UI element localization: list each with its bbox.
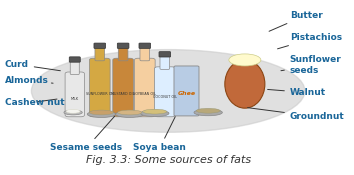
- FancyBboxPatch shape: [94, 43, 105, 48]
- Text: Groundnut: Groundnut: [247, 108, 345, 121]
- FancyBboxPatch shape: [113, 58, 133, 117]
- Ellipse shape: [32, 50, 305, 132]
- FancyBboxPatch shape: [95, 47, 104, 61]
- Ellipse shape: [196, 108, 220, 113]
- Text: Ghee: Ghee: [177, 91, 195, 96]
- Ellipse shape: [118, 110, 142, 115]
- FancyBboxPatch shape: [70, 61, 79, 75]
- FancyBboxPatch shape: [159, 52, 171, 57]
- Ellipse shape: [229, 54, 261, 66]
- Text: SUNFLOWER OIL: SUNFLOWER OIL: [86, 92, 114, 96]
- Ellipse shape: [87, 111, 116, 117]
- FancyBboxPatch shape: [118, 47, 128, 61]
- Text: Cashew nut: Cashew nut: [5, 98, 64, 107]
- Text: MUSTARD OIL: MUSTARD OIL: [112, 92, 135, 96]
- Ellipse shape: [64, 110, 82, 115]
- Text: Sesame seeds: Sesame seeds: [50, 116, 122, 152]
- Text: Fig. 3.3: Some sources of fats: Fig. 3.3: Some sources of fats: [86, 155, 251, 165]
- Ellipse shape: [225, 60, 265, 108]
- Text: Almonds: Almonds: [5, 76, 53, 85]
- Ellipse shape: [141, 110, 169, 117]
- Text: Pistachios: Pistachios: [278, 33, 342, 49]
- Text: Walnut: Walnut: [268, 88, 326, 97]
- Text: Sunflower
seeds: Sunflower seeds: [281, 55, 342, 75]
- Ellipse shape: [116, 111, 144, 117]
- Text: Soya bean: Soya bean: [133, 117, 186, 152]
- FancyBboxPatch shape: [65, 72, 85, 117]
- FancyBboxPatch shape: [160, 56, 170, 69]
- FancyBboxPatch shape: [140, 47, 150, 61]
- Text: SOYBEAN OIL: SOYBEAN OIL: [133, 92, 156, 96]
- Ellipse shape: [66, 109, 80, 113]
- Ellipse shape: [194, 109, 222, 116]
- Text: COCONUT OIL: COCONUT OIL: [153, 95, 177, 99]
- Text: Butter: Butter: [269, 11, 322, 31]
- Text: Curd: Curd: [5, 60, 60, 71]
- Text: MILK: MILK: [71, 97, 79, 101]
- FancyBboxPatch shape: [154, 67, 175, 117]
- FancyBboxPatch shape: [90, 58, 110, 117]
- FancyBboxPatch shape: [69, 57, 80, 62]
- Ellipse shape: [90, 110, 113, 115]
- FancyBboxPatch shape: [174, 66, 199, 116]
- FancyBboxPatch shape: [117, 43, 129, 48]
- FancyBboxPatch shape: [139, 43, 150, 48]
- FancyBboxPatch shape: [135, 58, 155, 117]
- Ellipse shape: [143, 109, 167, 114]
